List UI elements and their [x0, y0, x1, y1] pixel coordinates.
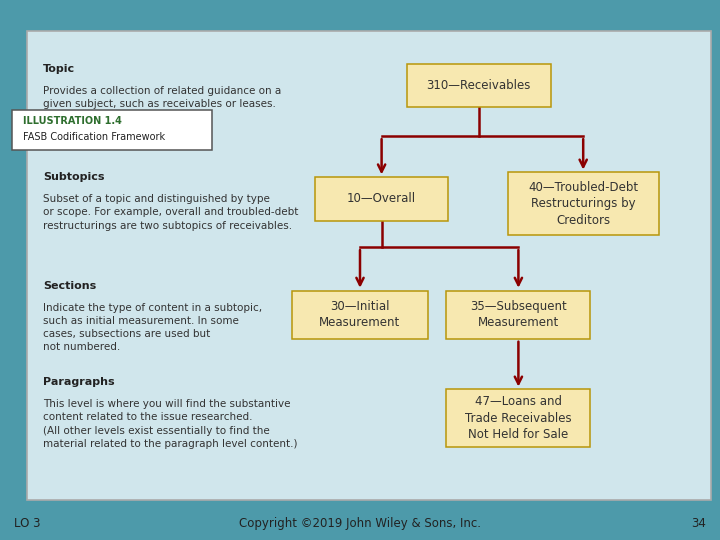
Text: Provides a collection of related guidance on a
given subject, such as receivable: Provides a collection of related guidanc… — [43, 86, 282, 109]
Text: 10—Overall: 10—Overall — [347, 192, 416, 206]
FancyBboxPatch shape — [292, 291, 428, 339]
Text: 35—Subsequent
Measurement: 35—Subsequent Measurement — [470, 300, 567, 329]
FancyBboxPatch shape — [508, 172, 659, 235]
Text: Copyright ©2019 John Wiley & Sons, Inc.: Copyright ©2019 John Wiley & Sons, Inc. — [239, 517, 481, 530]
Text: 30—Initial
Measurement: 30—Initial Measurement — [320, 300, 400, 329]
Text: LO 3: LO 3 — [14, 517, 41, 530]
FancyBboxPatch shape — [446, 291, 590, 339]
Text: 310—Receivables: 310—Receivables — [427, 79, 531, 92]
FancyBboxPatch shape — [12, 110, 212, 150]
Text: Subtopics: Subtopics — [43, 172, 104, 183]
FancyBboxPatch shape — [407, 64, 551, 107]
Text: Subset of a topic and distinguished by type
or scope. For example, overall and t: Subset of a topic and distinguished by t… — [43, 194, 299, 231]
Text: Topic: Topic — [43, 64, 76, 74]
Text: 47—Loans and
Trade Receivables
Not Held for Sale: 47—Loans and Trade Receivables Not Held … — [465, 395, 572, 441]
Text: FASB Codification Framework: FASB Codification Framework — [23, 132, 165, 142]
Text: Indicate the type of content in a subtopic,
such as initial measurement. In some: Indicate the type of content in a subtop… — [43, 302, 262, 352]
Text: Sections: Sections — [43, 281, 96, 291]
FancyBboxPatch shape — [446, 389, 590, 447]
FancyBboxPatch shape — [27, 31, 711, 501]
Text: 40—Troubled-Debt
Restructurings by
Creditors: 40—Troubled-Debt Restructurings by Credi… — [528, 181, 638, 227]
Text: This level is where you will find the substantive
content related to the issue r: This level is where you will find the su… — [43, 399, 297, 449]
Text: Paragraphs: Paragraphs — [43, 377, 114, 387]
Text: 34: 34 — [690, 517, 706, 530]
FancyBboxPatch shape — [315, 177, 448, 221]
Text: ILLUSTRATION 1.4: ILLUSTRATION 1.4 — [23, 116, 122, 126]
